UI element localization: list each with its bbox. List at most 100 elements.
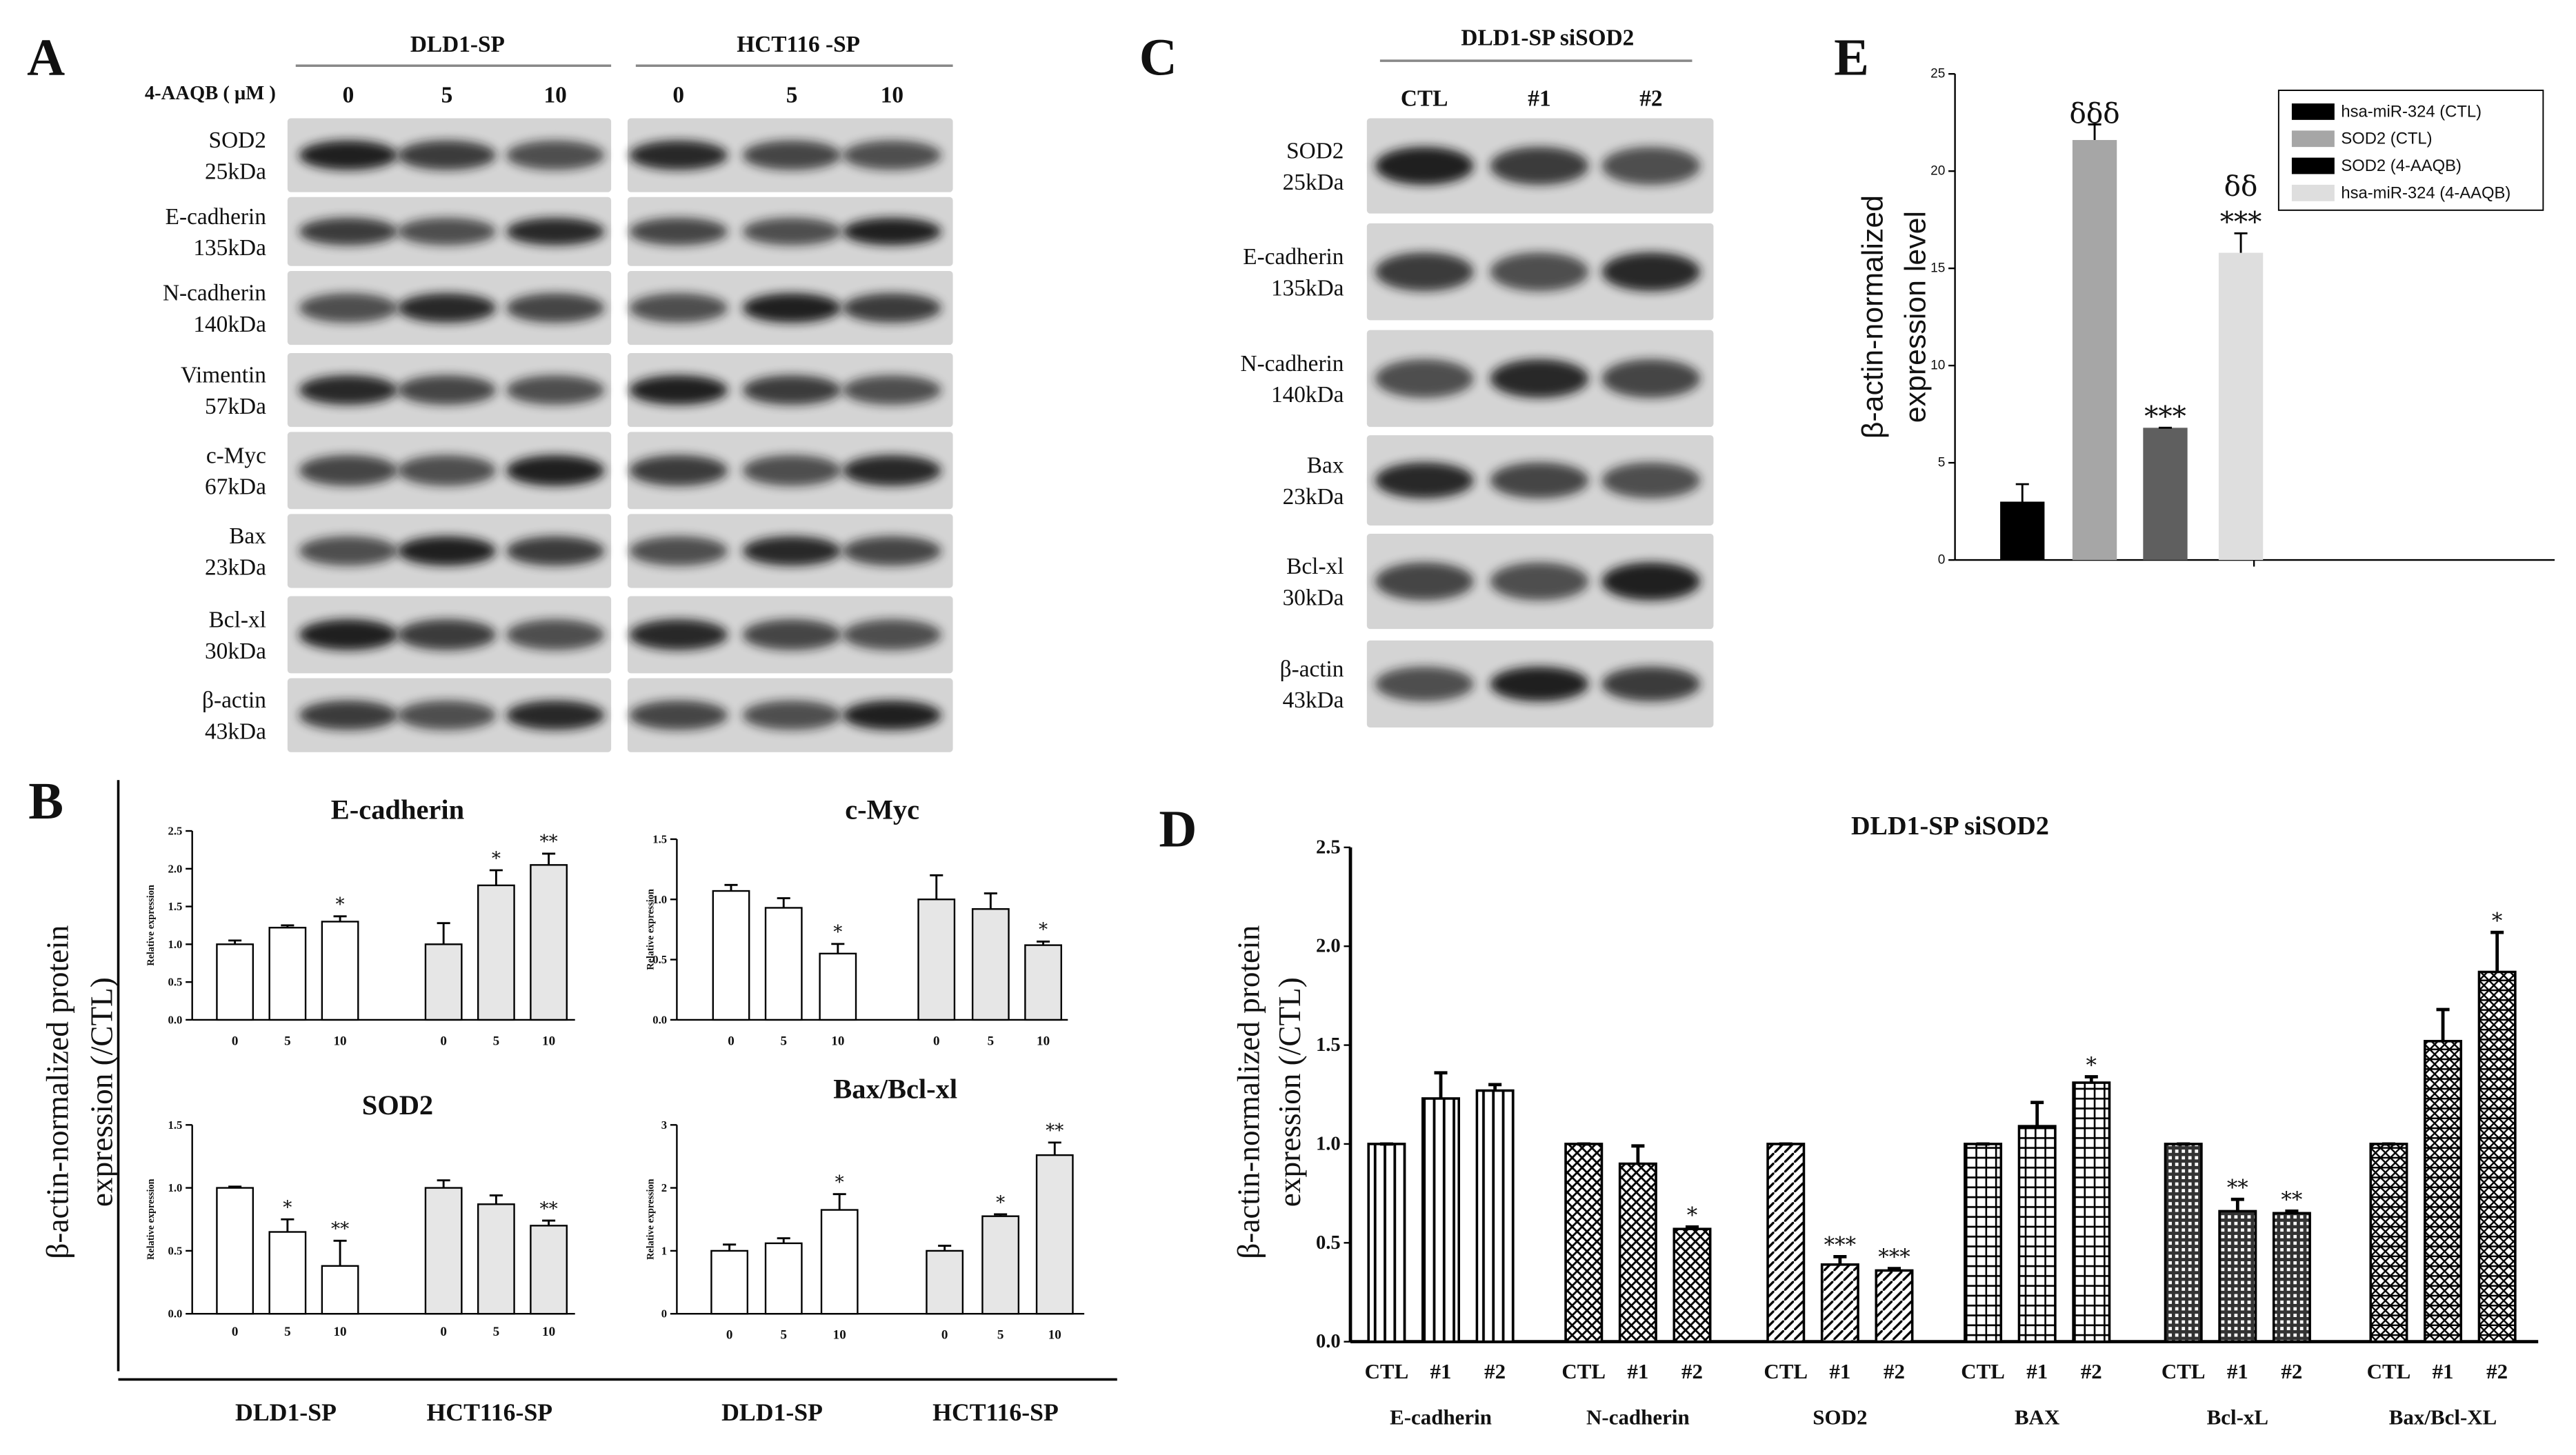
group-label: HCT116-SP: [932, 1398, 1059, 1426]
blot-band: [299, 454, 398, 486]
y-tick-label: 0.0: [1316, 1331, 1341, 1352]
y-tick-label: 1.0: [168, 1181, 183, 1194]
error-bar: [724, 883, 738, 892]
bar: [2143, 428, 2188, 561]
blot-band: [397, 293, 497, 323]
error-bar: [1631, 1144, 1645, 1164]
blot-title: DLD1-SP siSOD2: [1461, 25, 1634, 50]
bar: [1673, 1227, 1712, 1343]
x-tick-label: 5: [997, 1328, 1004, 1343]
blot-band: [742, 619, 841, 650]
error-bar: [1434, 1071, 1448, 1098]
blot-protein: E-cadherin: [1243, 244, 1344, 270]
significance: *: [2086, 1053, 2097, 1078]
x-tick-label: 10: [833, 1328, 846, 1343]
blot-band: [742, 140, 841, 170]
legend-swatch: [2291, 130, 2335, 148]
y-tick-label: 1.5: [1316, 1034, 1341, 1056]
y-tick-label: 2.5: [168, 825, 183, 838]
bar: [764, 1242, 803, 1315]
y-axis-label: Relative expression: [146, 1178, 157, 1260]
x-tick-label: 5: [284, 1034, 291, 1048]
y-tick-label: 5: [1938, 456, 1946, 470]
significance: ***: [1824, 1233, 1856, 1258]
bar: [2424, 1040, 2463, 1343]
blot-band: [629, 217, 728, 245]
blot-band: [742, 454, 841, 486]
x-tick-label: #1: [2026, 1359, 2048, 1383]
blot-band: [842, 454, 941, 486]
x-tick-label: #2: [2081, 1359, 2102, 1383]
lane-label: 0: [343, 83, 355, 108]
blot-size: 135kDa: [193, 235, 266, 261]
blot-band: [629, 454, 728, 486]
y-tick-label: 20: [1930, 164, 1945, 179]
blot-band: [397, 536, 497, 566]
panel-label: E: [1834, 28, 1869, 86]
blot-size: 135kDa: [1271, 275, 1344, 301]
lane-label: CTL: [1401, 86, 1448, 111]
x-tick-label: 0: [726, 1328, 733, 1343]
significance: ***: [2144, 400, 2186, 433]
blot-band: [742, 375, 841, 405]
y-tick-label: 0.5: [168, 1244, 183, 1257]
blot-band: [1490, 146, 1589, 185]
blot-band: [1375, 146, 1474, 185]
bar: [321, 921, 359, 1021]
bar: [1564, 1143, 1604, 1343]
error-bar: [1833, 1255, 1847, 1265]
x-tick-label: 0: [440, 1034, 447, 1048]
error-bar: [228, 939, 242, 945]
bar: [712, 890, 750, 1021]
x-tick-label: 5: [493, 1034, 500, 1048]
y-tick-label: 0.0: [168, 1013, 183, 1026]
chart-title: SOD2: [362, 1090, 433, 1121]
y-tick-label: 0.5: [168, 976, 183, 989]
blot-band: [1490, 562, 1589, 601]
error-bar: [930, 874, 943, 900]
blot-band: [1375, 562, 1474, 601]
blot-band: [506, 140, 605, 170]
x-tick-label: 5: [988, 1034, 995, 1048]
blot-band: [629, 536, 728, 566]
bar: [2000, 501, 2045, 561]
x-group-label: BAX: [2015, 1405, 2059, 1429]
lane-label: #2: [1639, 86, 1662, 111]
blot-size: 57kDa: [205, 394, 266, 419]
x-tick-label: 10: [1037, 1034, 1050, 1048]
x-tick-label: #2: [1884, 1359, 1905, 1383]
y-tick-label: 0.5: [1316, 1232, 1341, 1254]
bar: [2164, 1143, 2203, 1343]
x-group-label: SOD2: [1813, 1405, 1867, 1429]
error-bar: [2285, 1210, 2299, 1214]
bar: [764, 907, 803, 1021]
significance: ***: [2220, 205, 2262, 239]
blot-band: [1490, 666, 1589, 702]
error-bar: [542, 852, 556, 865]
error-bar: [777, 897, 790, 908]
significance: δδδ: [2070, 97, 2120, 130]
error-bar: [994, 1213, 1008, 1216]
bar: [1820, 1263, 1859, 1343]
error-bar: [831, 943, 845, 954]
x-tick-label: 5: [780, 1328, 787, 1343]
blot-size: 43kDa: [1283, 688, 1344, 713]
blot-band: [506, 536, 605, 566]
blot-protein: N-cadherin: [1241, 351, 1344, 377]
x-group-label: E-cadherin: [1390, 1405, 1492, 1429]
blot-band: [842, 217, 941, 245]
y-tick-label: 0: [661, 1307, 667, 1321]
bar: [820, 1209, 859, 1315]
bar: [2218, 1210, 2257, 1343]
legend-label: SOD2 (CTL): [2341, 130, 2432, 148]
y-tick-label: 0.5: [652, 953, 667, 966]
x-tick-label: CTL: [2161, 1359, 2206, 1383]
blot-band: [842, 700, 941, 730]
panel-label: B: [28, 772, 63, 830]
blot-size: 67kDa: [205, 474, 266, 500]
legend-swatch: [2291, 103, 2335, 120]
error-bar: [281, 924, 294, 928]
x-tick-label: 0: [933, 1034, 940, 1048]
y-axis-label: β-actin-normalized protein: [1231, 925, 1266, 1259]
error-bar: [2234, 232, 2248, 253]
